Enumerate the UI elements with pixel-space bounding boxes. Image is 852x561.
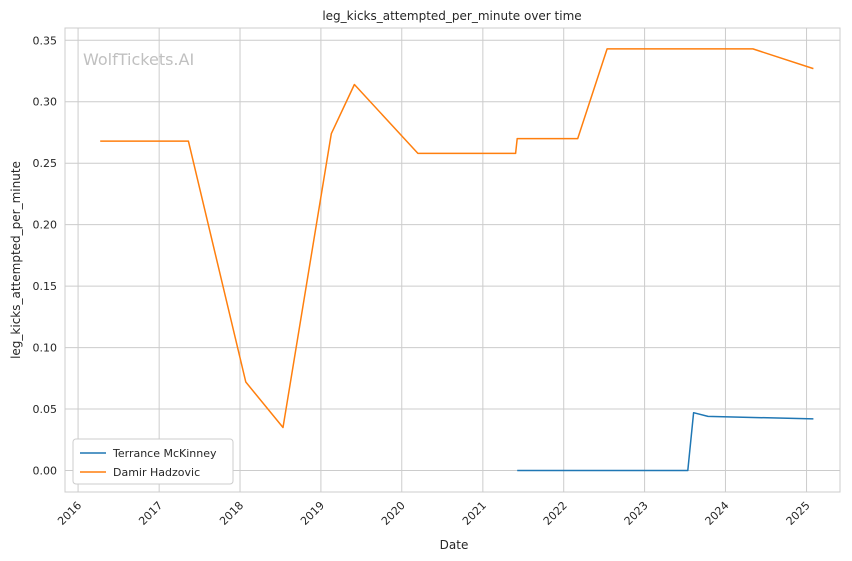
x-tick-label: 2020 <box>379 499 408 528</box>
legend-label-damir-hadzovic: Damir Hadzovic <box>113 466 200 479</box>
y-axis-label: leg_kicks_attempted_per_minute <box>9 161 23 359</box>
y-tick-label: 0.30 <box>33 96 58 109</box>
series-line-terrance-mckinney <box>517 411 814 472</box>
series-line-damir-hadzovic <box>100 48 814 429</box>
y-axis-ticks: 0.00 0.05 0.10 0.15 0.20 0.25 0.30 0.35 <box>33 34 58 477</box>
legend-label-terrance-mckinney: Terrance McKinney <box>112 447 217 460</box>
y-tick-label: 0.10 <box>33 342 58 355</box>
plot-area <box>64 27 841 493</box>
y-tick-label: 0.15 <box>33 280 58 293</box>
legend-box <box>72 438 234 485</box>
x-tick-label: 2018 <box>217 499 246 528</box>
y-tick-label: 0.35 <box>33 34 58 47</box>
x-axis-label: Date <box>440 538 469 552</box>
x-tick-label: 2019 <box>298 499 327 528</box>
watermark: WolfTickets.AI <box>83 50 194 69</box>
x-tick-label: 2016 <box>55 499 84 528</box>
x-tick-label: 2022 <box>541 499 570 528</box>
series-lines <box>100 48 814 472</box>
y-tick-label: 0.05 <box>33 403 58 416</box>
y-tick-label: 0.25 <box>33 157 58 170</box>
x-axis-ticks: 2016 2017 2018 2019 2020 2021 2022 2023 2024 2025 <box>55 499 812 528</box>
chart-title: leg_kicks_attempted_per_minute over time <box>322 9 581 23</box>
y-tick-label: 0.20 <box>33 219 58 232</box>
x-tick-label: 2021 <box>460 499 489 528</box>
x-tick-label: 2017 <box>136 499 165 528</box>
x-tick-label: 2024 <box>703 499 732 528</box>
x-tick-label: 2025 <box>784 499 813 528</box>
y-tick-label: 0.00 <box>33 464 58 477</box>
x-tick-label: 2023 <box>622 499 651 528</box>
legend: Terrance McKinney Damir Hadzovic <box>72 438 234 485</box>
